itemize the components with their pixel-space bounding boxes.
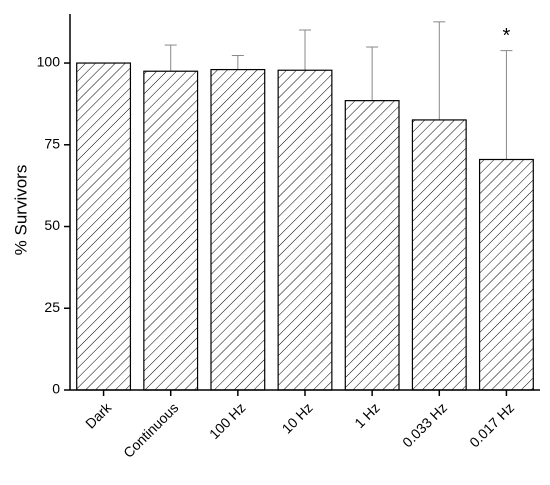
bar xyxy=(478,158,534,391)
x-tick-label: Dark xyxy=(82,399,115,432)
bar xyxy=(76,62,132,391)
annotation: * xyxy=(503,25,511,47)
bar xyxy=(143,70,199,391)
bar xyxy=(411,119,467,391)
x-tick-label: 0.017 Hz xyxy=(466,399,517,450)
x-tick-label: 10 Hz xyxy=(279,399,316,436)
x-tick-label: 100 Hz xyxy=(206,399,249,442)
bar xyxy=(210,68,266,391)
y-tick-label: 0 xyxy=(52,381,60,397)
bar xyxy=(277,69,333,391)
y-tick-label: 50 xyxy=(44,217,60,233)
y-tick-label: 25 xyxy=(44,299,60,315)
y-axis-label: % Survivors xyxy=(11,165,30,256)
y-tick-label: 75 xyxy=(44,135,60,151)
x-tick-label: 0.033 Hz xyxy=(399,399,450,450)
y-tick-label: 100 xyxy=(37,54,61,70)
bar xyxy=(344,100,400,391)
x-tick-label: 1 Hz xyxy=(351,399,383,431)
x-tick-label: Continuous xyxy=(120,399,181,460)
